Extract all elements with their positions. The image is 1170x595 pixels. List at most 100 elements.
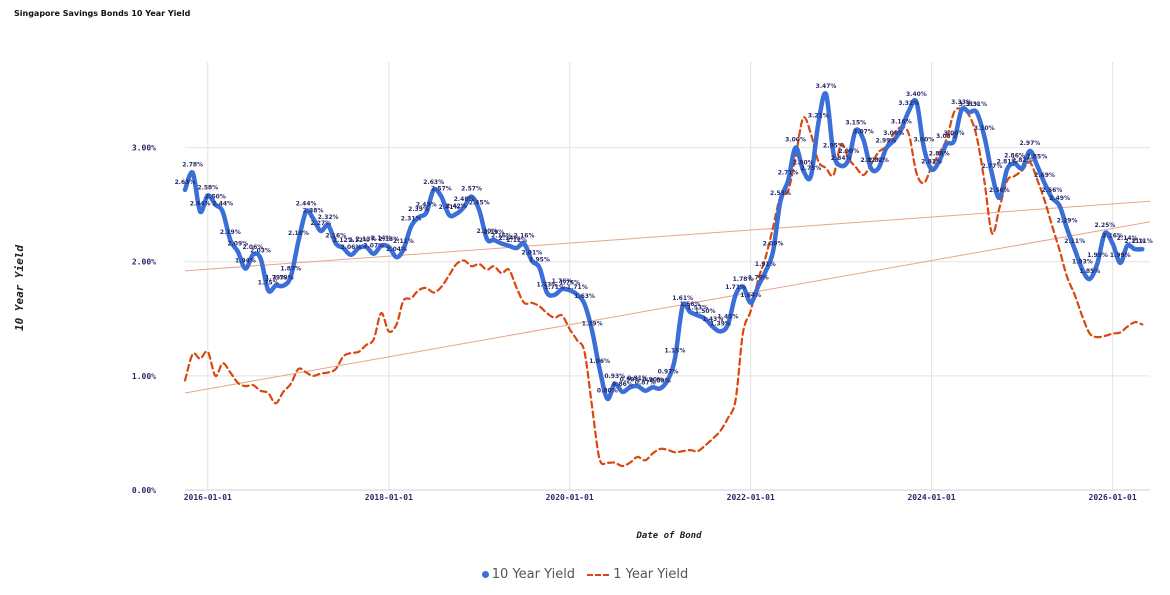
y-tick-label: 0.00% [132, 486, 156, 495]
axis-ticks: 0.00% 1.00% 2.00% 3.00% 2016-01-01 2018-01-01… [132, 144, 1137, 502]
y-tick-label: 3.00% [132, 144, 156, 153]
data-label: 0.97% [658, 368, 679, 375]
data-label: 0.90% [620, 376, 641, 383]
data-label: 2.88% [929, 150, 950, 157]
data-label: 2.57% [461, 186, 482, 193]
data-label: 2.19% [483, 229, 504, 236]
data-label: 1.71% [567, 284, 588, 291]
series-line-1y [183, 107, 1144, 468]
data-label: 3.33% [951, 99, 972, 106]
data-label: 1.91% [755, 261, 776, 268]
legend-dot-icon [481, 571, 489, 578]
y-tick-label: 2.00% [132, 258, 156, 267]
data-label: 2.53% [770, 190, 791, 197]
data-label: 2.09% [227, 240, 248, 247]
x-axis-title: Date of Bond [635, 531, 702, 541]
data-label: 3.06% [883, 130, 904, 137]
data-label: 1.85% [1079, 268, 1100, 275]
data-label: 2.56% [1042, 187, 1063, 194]
data-label: 1.79% [748, 275, 769, 282]
data-label: 2.43% [416, 202, 437, 209]
data-label: 1.15% [665, 348, 686, 355]
data-label: 1.63% [574, 293, 595, 300]
data-label: 2.06% [341, 244, 362, 251]
data-label: 1.71% [725, 284, 746, 291]
data-label: 2.09% [763, 240, 784, 247]
data-label: 2.16% [491, 232, 512, 239]
data-label: 2.86% [1004, 153, 1025, 160]
data-label: 3.00% [913, 137, 934, 144]
data-label: 3.06% [944, 130, 965, 137]
data-label: 2.49% [1049, 195, 1070, 202]
series-line-10y [182, 91, 1145, 402]
data-label: 1.39% [710, 320, 731, 327]
data-label: 3.47% [816, 83, 837, 90]
data-label: 2.58% [197, 185, 218, 192]
x-tick-label: 2016-01-01 [184, 493, 232, 502]
data-label: 2.63% [175, 179, 196, 186]
data-label: 2.41% [439, 204, 460, 211]
data-label: 2.06% [242, 244, 263, 251]
data-label: 1.94% [235, 258, 256, 265]
data-label: 1.79% [265, 275, 286, 282]
data-label: 1.75% [559, 279, 580, 286]
legend: 10 Year Yield 1 Year Yield [0, 567, 1170, 582]
data-label: 2.25% [1095, 222, 1116, 229]
data-label: 2.57% [431, 186, 452, 193]
data-label: 2.11% [1064, 238, 1085, 245]
data-label: 0.91% [627, 375, 648, 382]
data-label: 2.97% [1019, 140, 1040, 147]
data-label: 2.75% [800, 165, 821, 172]
data-label: 1.73% [536, 282, 557, 289]
data-label: 2.45% [469, 199, 490, 206]
data-label: 2.56% [989, 187, 1010, 194]
y-axis-title: 10 Year Yield [13, 245, 26, 331]
legend-item-10y[interactable]: 10 Year Yield [481, 567, 575, 582]
data-label: 1.71% [544, 284, 565, 291]
data-label: 2.20% [477, 228, 498, 235]
data-label: 1.78% [733, 276, 754, 283]
data-labels: 2.63%2.78%2.44%2.58%2.50%2.44%2.19%2.09%… [175, 83, 1153, 395]
data-label: 2.82% [860, 157, 881, 164]
data-label: 1.99% [1110, 252, 1131, 259]
data-label: 2.11% [1132, 238, 1153, 245]
chart-title: Singapore Savings Bonds 10 Year Yield [14, 9, 191, 18]
data-label: 1.43% [702, 316, 723, 323]
data-label: 1.95% [529, 256, 550, 263]
data-label: 2.38% [303, 207, 324, 214]
data-label: 2.11% [393, 238, 414, 245]
data-label: 2.11% [1124, 238, 1145, 245]
data-label: 2.19% [220, 229, 241, 236]
data-label: 2.80% [793, 159, 814, 166]
data-label: 2.04% [386, 246, 407, 253]
data-label: 0.80% [597, 388, 618, 395]
data-label: 2.71% [778, 170, 799, 177]
data-label: 2.39% [408, 206, 429, 213]
data-label: 2.31% [401, 215, 422, 222]
legend-item-1y[interactable]: 1 Year Yield [587, 567, 688, 582]
data-label: 2.99% [876, 138, 897, 145]
data-label: 1.87% [280, 266, 301, 273]
data-label: 2.14% [1117, 235, 1138, 242]
data-label: 0.86% [612, 381, 633, 388]
data-label: 2.29% [1057, 218, 1078, 225]
data-label: 2.18% [288, 230, 309, 237]
data-label: 1.50% [695, 308, 716, 315]
x-tick-label: 2022-01-01 [727, 493, 775, 502]
data-label: 2.27% [310, 220, 331, 227]
data-label: 2.81% [921, 158, 942, 165]
data-label: 3.00% [785, 137, 806, 144]
data-label: 3.07% [853, 129, 874, 136]
data-label: 1.61% [672, 295, 693, 302]
data-label: 2.12% [333, 237, 354, 244]
data-label: 2.44% [296, 201, 317, 208]
data-label: 1.56% [680, 301, 701, 308]
data-label: 2.84% [831, 155, 852, 162]
data-label: 3.31% [959, 101, 980, 108]
data-label: 1.76% [552, 278, 573, 285]
data-label: 2.01% [521, 250, 542, 257]
data-label: 1.06% [589, 358, 610, 365]
data-label: 2.13% [356, 236, 377, 243]
data-label: 2.32% [318, 214, 339, 221]
